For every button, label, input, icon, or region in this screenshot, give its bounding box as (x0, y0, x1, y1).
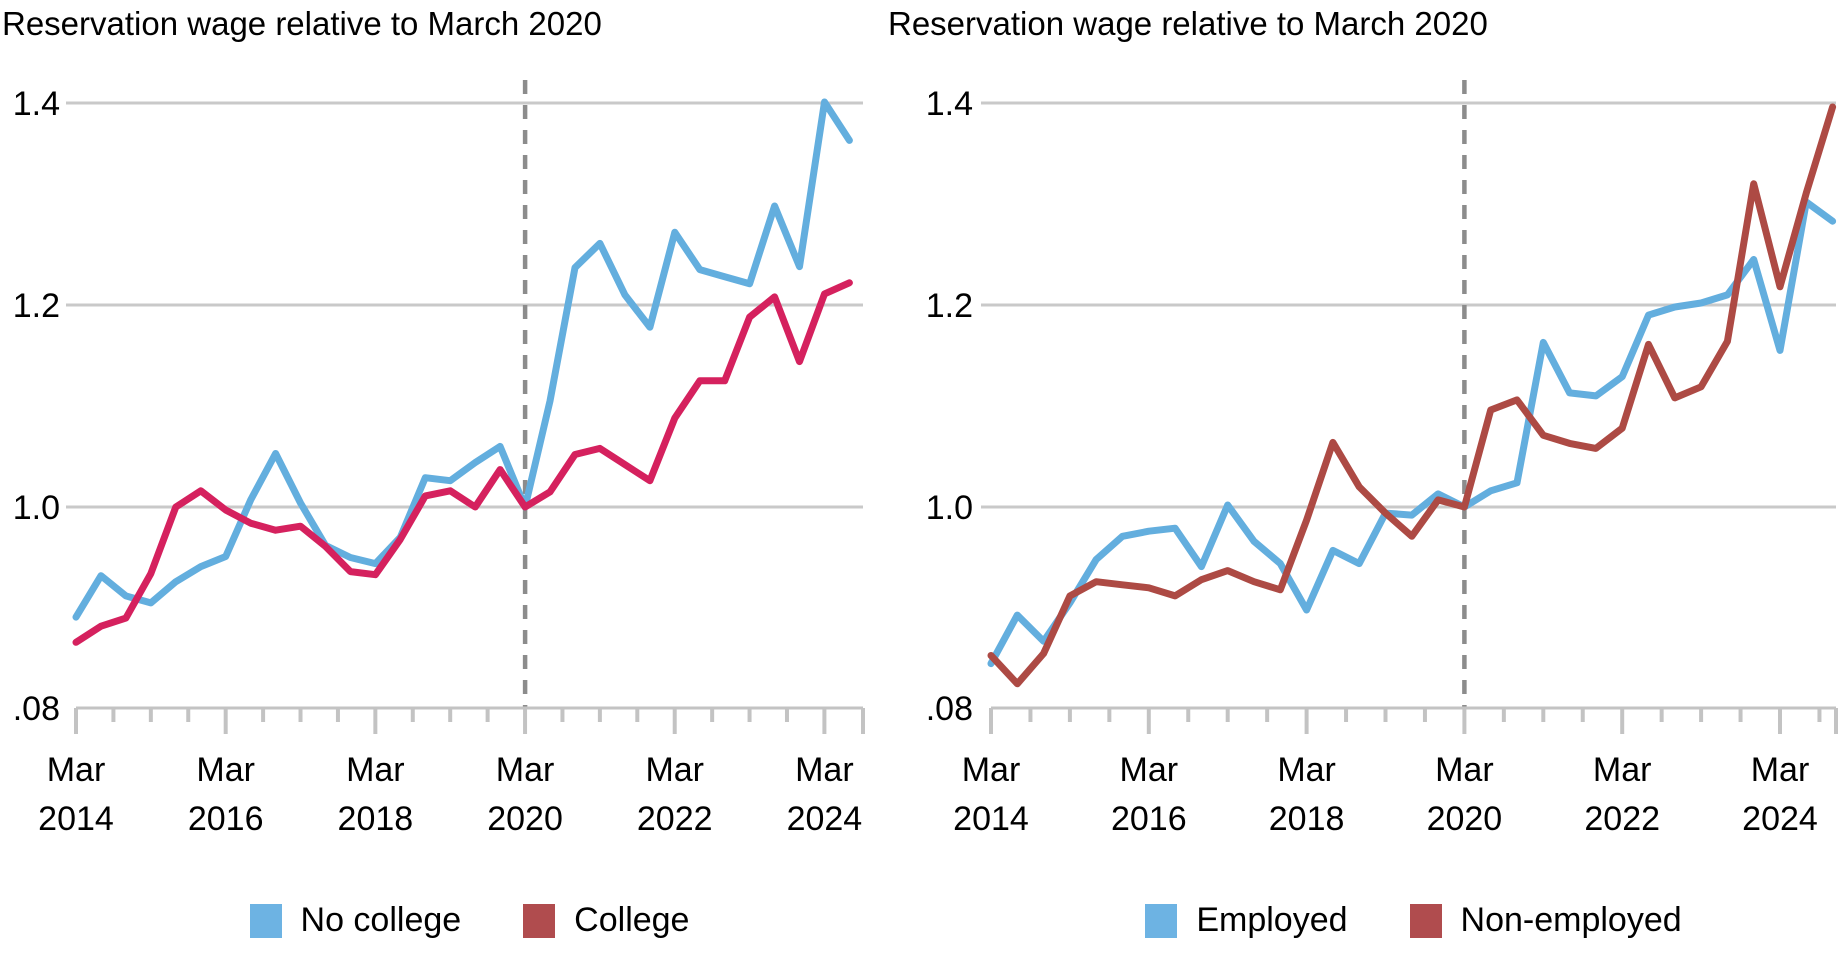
x-tick-label-2022: Mar (1593, 751, 1652, 789)
y-tick-label-1.2: 1.2 (926, 287, 973, 325)
legend-item-employed: Employed (1145, 901, 1348, 940)
x-tick-label-2022: Mar (645, 751, 704, 789)
college-swatch (523, 903, 556, 938)
employed-swatch (1145, 903, 1178, 938)
x-tick-label-year-2016: 2016 (1111, 800, 1187, 838)
x-tick-label-year-2022: 2022 (637, 800, 713, 838)
x-tick-label-2016: Mar (1120, 751, 1179, 789)
x-tick-label-2018: Mar (1277, 751, 1336, 789)
legend-item-non-employed: Non-employed (1409, 901, 1682, 940)
x-tick-label-2018: Mar (346, 751, 405, 789)
x-tick-label-year-2022: 2022 (1584, 800, 1660, 838)
legend-item-college: College (523, 901, 689, 940)
legend-label-non-employed: Non-employed (1460, 901, 1682, 939)
line-college (72, 279, 853, 646)
y-tick-label-1.0: 1.0 (926, 489, 973, 527)
x-tick-label-year-2016: 2016 (188, 800, 264, 838)
legend-label-college: College (574, 901, 690, 939)
x-tick-label-year-2014: 2014 (38, 800, 114, 838)
y-tick-label-1.2: 1.2 (13, 287, 60, 325)
non-employed-swatch (1409, 903, 1442, 938)
line-non-employed (987, 103, 1837, 688)
y-tick-label-.08: .08 (926, 690, 973, 728)
y-tick-label-1.0: 1.0 (13, 489, 60, 527)
right-chart-legend: Employed Non-employed (991, 901, 1836, 940)
x-tick-label-2020: Mar (496, 751, 555, 789)
no-college-swatch (249, 903, 282, 938)
x-tick-label-2024: Mar (795, 751, 854, 789)
legend-label-employed: Employed (1196, 901, 1348, 939)
chart-panel-0: 1.4 1.2 1.0 .08 Mar 2014 Mar 2016 Mar 2018 Mar 2020… (13, 80, 865, 838)
x-tick-label-year-2018: 2018 (1269, 800, 1345, 838)
x-tick-label-year-2020: 2020 (487, 800, 563, 838)
x-tick-label-2024: Mar (1751, 751, 1810, 789)
x-tick-label-2020: Mar (1435, 751, 1494, 789)
x-tick-label-year-2024: 2024 (787, 800, 863, 838)
x-tick-label-year-2024: 2024 (1742, 800, 1818, 838)
y-tick-label-1.4: 1.4 (926, 85, 973, 123)
chart-panel-1: 1.4 1.2 1.0 .08 Mar 2014 Mar 2016 Mar 2018 Mar 2020… (926, 80, 1838, 838)
x-tick-label-year-2020: 2020 (1427, 800, 1503, 838)
x-tick-label-2016: Mar (196, 751, 255, 789)
y-tick-label-1.4: 1.4 (13, 85, 60, 123)
left-chart-title: Reservation wage relative to March 2020 (2, 5, 602, 42)
line-employed (987, 198, 1837, 668)
legend-item-no-college: No college (249, 901, 462, 940)
x-tick-label-2014: Mar (47, 751, 106, 789)
left-chart-legend: No college College (76, 901, 863, 940)
right-chart-title: Reservation wage relative to March 2020 (888, 5, 1488, 42)
x-tick-label-year-2014: 2014 (953, 800, 1029, 838)
line-no-college (72, 98, 853, 621)
y-tick-label-.08: .08 (13, 690, 60, 728)
legend-label-no-college: No college (300, 901, 462, 939)
x-tick-label-year-2018: 2018 (338, 800, 414, 838)
x-tick-label-2014: Mar (962, 751, 1021, 789)
